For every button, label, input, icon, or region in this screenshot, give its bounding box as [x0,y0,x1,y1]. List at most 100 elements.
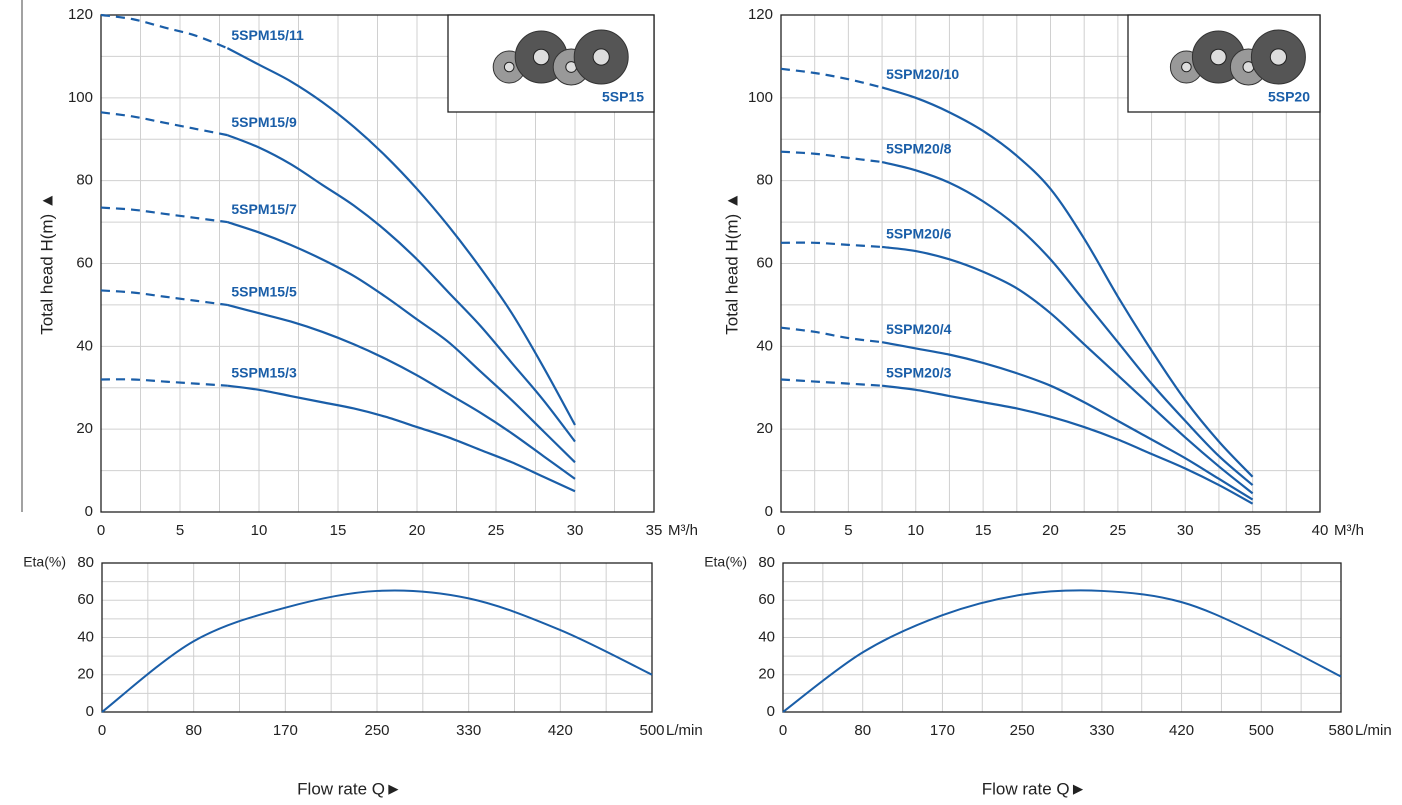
y-axis-label: Total head H(m) ▲ [37,192,56,334]
x-tick-label: 580 [1328,722,1353,739]
inset-label: 5SP15 [602,89,644,105]
series-label: 5SPM20/6 [886,226,952,242]
y-tick-label: 20 [76,420,93,437]
x-tick-label: 5 [176,522,184,539]
x-unit: M³/h [668,522,698,539]
x-tick-label: 15 [330,522,347,539]
x-tick-label: 80 [185,722,202,739]
series-label: 5SPM20/4 [886,321,952,337]
series-label: 5SPM20/10 [886,66,959,82]
x-axis-label: Flow rate Q► [982,779,1087,798]
y-tick-label: 80 [76,172,93,189]
series-label: 5SPM15/3 [231,364,297,380]
x-axis-label: Flow rate Q► [297,779,402,798]
x-tick-label: 0 [97,522,105,539]
y-tick-label: 0 [765,503,773,520]
series-label: 5SPM15/9 [231,114,297,130]
x-tick-label: 30 [1177,522,1194,539]
impeller-hub [1269,48,1288,66]
plot-frame [100,14,655,513]
dashed-curve [100,111,228,137]
y-tick-label: 20 [756,420,773,437]
dashed-curve [780,241,883,249]
series-label: 5SPM20/8 [886,141,952,157]
x-tick-label: 500 [639,722,664,739]
plot-frame [782,562,1342,713]
x-tick-label: 0 [779,722,787,739]
curve [227,303,576,480]
x-tick-label: 250 [364,722,389,739]
impeller-hub [532,48,550,66]
impeller-hub [592,48,610,66]
y-tick-label: 80 [756,172,773,189]
x-tick-label: 20 [1042,522,1059,539]
y-tick-label: 0 [767,703,775,720]
x-tick-label: 420 [548,722,573,739]
x-tick-label: 330 [456,722,481,739]
curve [881,245,1254,495]
x-tick-label: 10 [907,522,924,539]
x-tick-label: 0 [98,722,106,739]
y-tick-label: 40 [756,337,773,354]
x-tick-label: 25 [488,522,505,539]
x-tick-label: 40 [1312,522,1329,539]
y-tick-label: 0 [86,703,94,720]
dashed-curve [780,67,883,89]
x-tick-label: 5 [844,522,852,539]
plot-frame [101,562,653,713]
y-tick-label: 0 [85,503,93,520]
dashed-curve [100,378,228,387]
series-label: 5SPM15/5 [231,284,297,300]
y-tick-label: 120 [68,6,93,23]
y-axis-label: Eta(%) [704,554,747,570]
series-label: 5SPM15/7 [231,201,297,217]
y-tick-label: 80 [758,554,775,571]
dashed-curve [780,150,883,164]
x-tick-label: 170 [930,722,955,739]
dashed-curve [780,326,883,344]
x-unit: L/min [1355,722,1392,739]
y-tick-label: 60 [77,591,94,608]
x-tick-label: 35 [646,522,663,539]
y-tick-label: 40 [77,628,94,645]
curve [881,86,1254,478]
x-tick-label: 80 [854,722,871,739]
plot-frame [780,14,1321,513]
y-tick-label: 80 [77,554,94,571]
y-axis-label: Eta(%) [23,554,66,570]
x-tick-label: 420 [1169,722,1194,739]
y-tick-label: 20 [758,666,775,683]
curve [227,221,576,464]
y-tick-label: 100 [68,89,93,106]
x-tick-label: 500 [1249,722,1274,739]
y-axis-label: Total head H(m) ▲ [722,192,741,334]
x-unit: L/min [666,722,703,739]
dashed-curve [100,13,228,50]
y-tick-label: 40 [758,628,775,645]
y-tick-label: 60 [76,254,93,271]
y-tick-label: 20 [77,666,94,683]
y-tick-label: 60 [758,591,775,608]
curve [226,47,576,426]
dashed-curve [100,206,228,224]
x-tick-label: 15 [975,522,992,539]
eta-curve [101,589,653,713]
x-tick-label: 250 [1010,722,1035,739]
x-tick-label: 0 [777,522,785,539]
x-unit: M³/h [1334,522,1364,539]
impeller-hub [503,61,515,73]
x-tick-label: 25 [1110,522,1127,539]
y-tick-label: 120 [748,6,773,23]
x-tick-label: 20 [409,522,426,539]
dashed-curve [100,289,228,307]
x-tick-label: 10 [251,522,268,539]
curve [881,341,1254,501]
eta-curve [782,589,1342,713]
y-tick-label: 100 [748,89,773,106]
series-label: 5SPM20/3 [886,364,952,380]
impeller-hub [1210,48,1227,66]
y-tick-label: 40 [76,337,93,354]
dashed-curve [780,378,883,387]
curve [881,160,1254,486]
